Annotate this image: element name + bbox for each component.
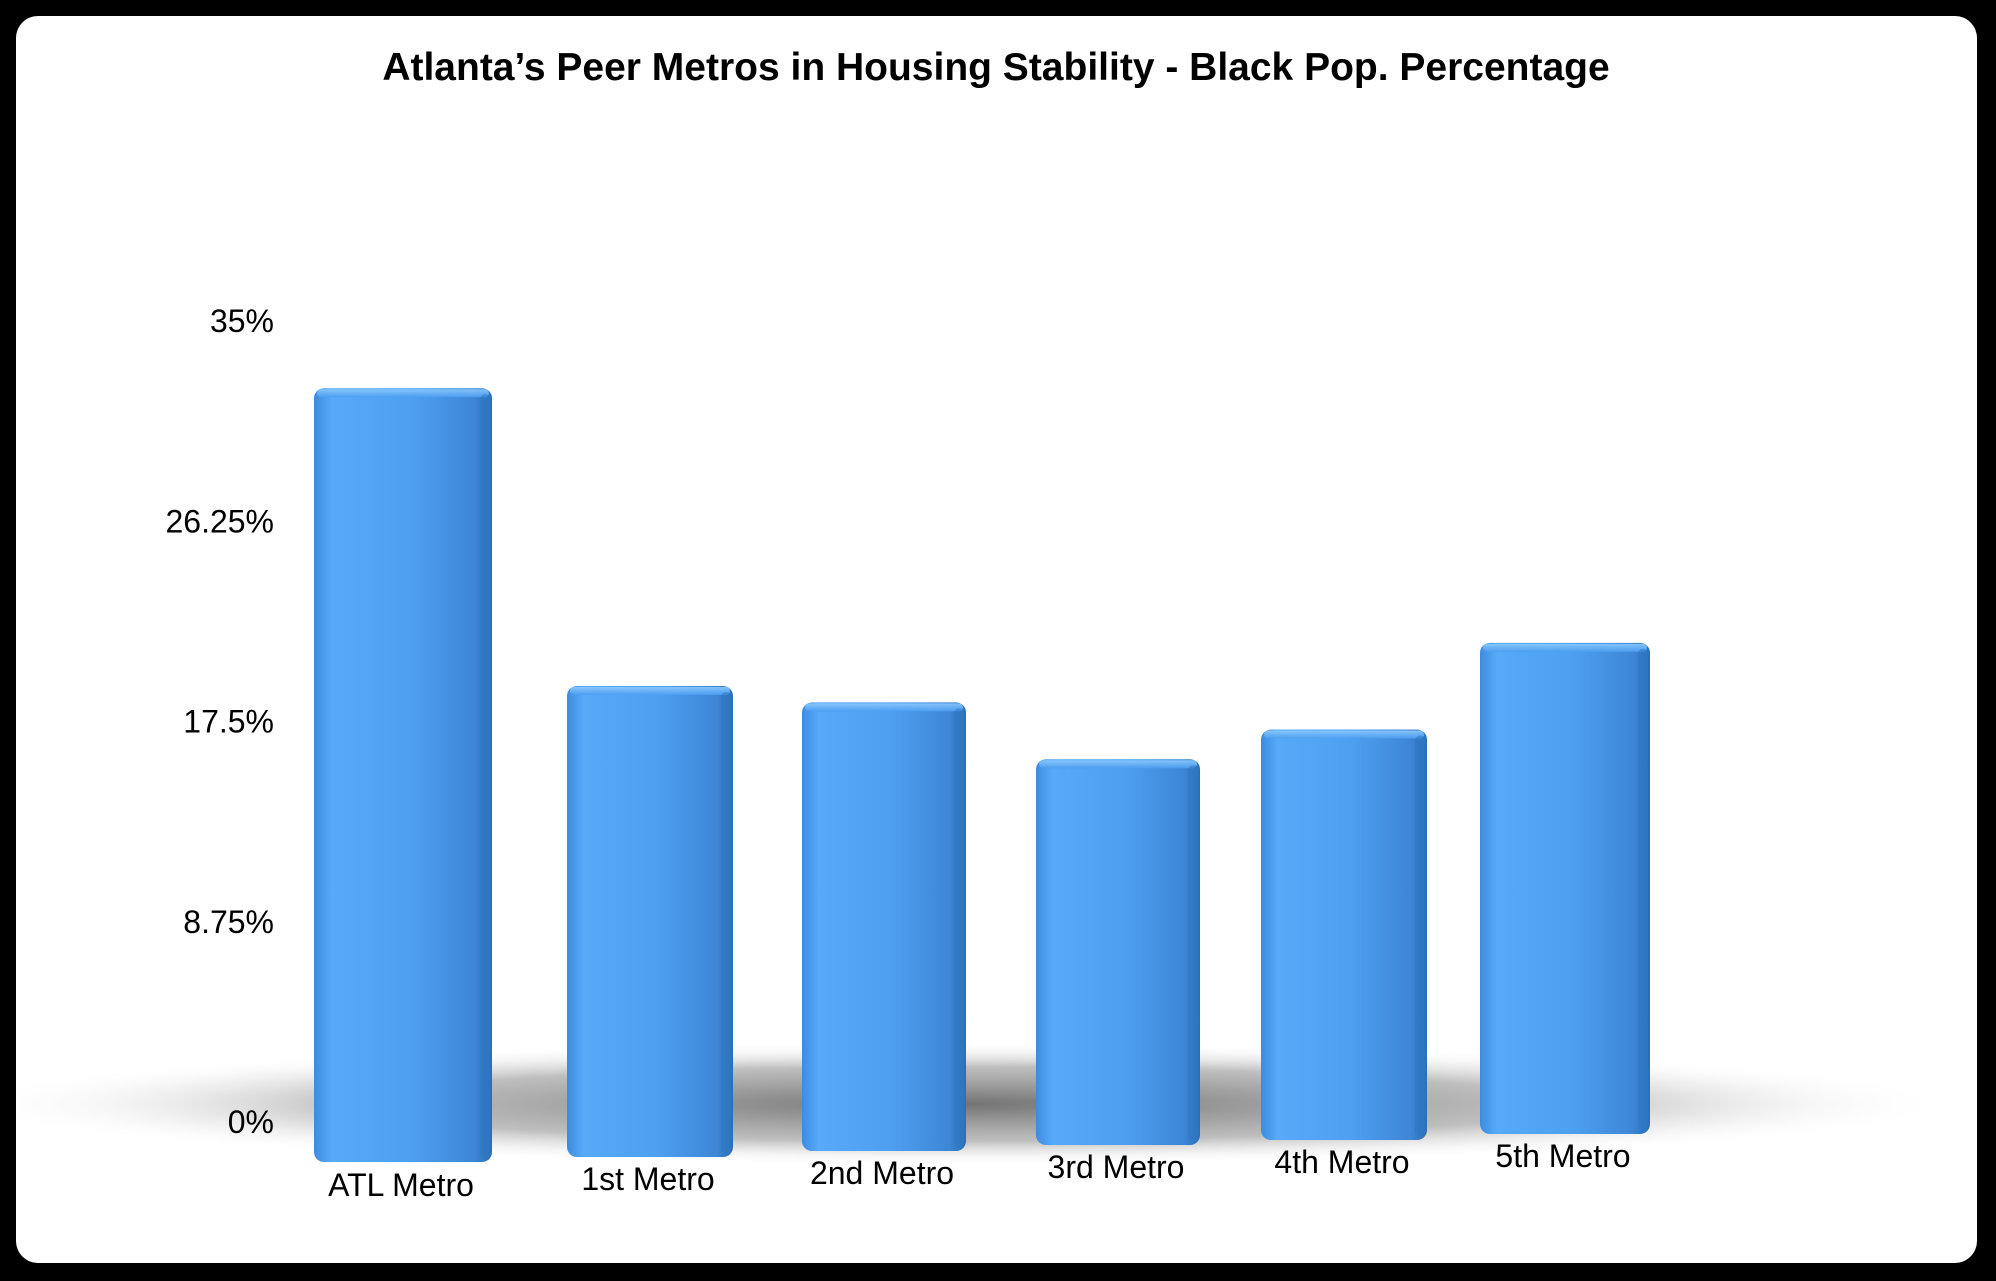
bar-top — [805, 703, 963, 712]
floor-shadow — [16, 1042, 1956, 1166]
bar-edge — [1188, 765, 1198, 1141]
x-category-label: 1st Metro — [581, 1161, 714, 1197]
x-category-label: 5th Metro — [1495, 1138, 1630, 1174]
x-category-label: ATL Metro — [328, 1167, 474, 1203]
y-tick-label: 26.25% — [165, 503, 274, 539]
bar-edge — [954, 708, 964, 1147]
chart-title: Atlanta’s Peer Metros in Housing Stabili… — [382, 46, 1609, 89]
x-category-label: 4th Metro — [1274, 1144, 1409, 1180]
bar — [1261, 729, 1427, 1140]
bar-body — [1480, 642, 1650, 1134]
bar-top — [1039, 760, 1197, 769]
bar — [1480, 642, 1650, 1134]
bar-body — [802, 702, 966, 1151]
bar-body — [1036, 759, 1200, 1145]
bar — [802, 702, 966, 1151]
bar — [567, 686, 733, 1157]
bar — [314, 388, 492, 1162]
bar-top — [1264, 730, 1424, 739]
bar-body — [314, 388, 492, 1162]
bar-edge — [1638, 648, 1648, 1130]
bar-body — [1261, 729, 1427, 1140]
bar-edge — [480, 394, 490, 1158]
bar-edge — [721, 692, 731, 1153]
chart-card: Atlanta’s Peer Metros in Housing Stabili… — [16, 16, 1977, 1263]
y-tick-label: 35% — [210, 303, 274, 339]
x-category-label: 2nd Metro — [810, 1155, 954, 1191]
bar — [1036, 759, 1200, 1145]
bar-top — [1483, 643, 1647, 652]
y-tick-label: 8.75% — [183, 904, 274, 940]
bar-top — [570, 687, 730, 695]
y-axis-ticks: 35% 26.25% 17.5% 8.75% 0% — [165, 303, 274, 1140]
x-category-label: 3rd Metro — [1048, 1149, 1185, 1185]
y-tick-label: 0% — [228, 1104, 274, 1140]
bars — [314, 388, 1650, 1162]
bar-edge — [1415, 735, 1425, 1136]
bar-top — [317, 389, 489, 398]
x-axis-labels: ATL Metro 1st Metro 2nd Metro 3rd Metro 4th … — [328, 1138, 1630, 1203]
bar-body — [567, 686, 733, 1157]
bar-chart: Atlanta’s Peer Metros in Housing Stabili… — [16, 46, 1956, 1203]
y-tick-label: 17.5% — [183, 704, 274, 740]
